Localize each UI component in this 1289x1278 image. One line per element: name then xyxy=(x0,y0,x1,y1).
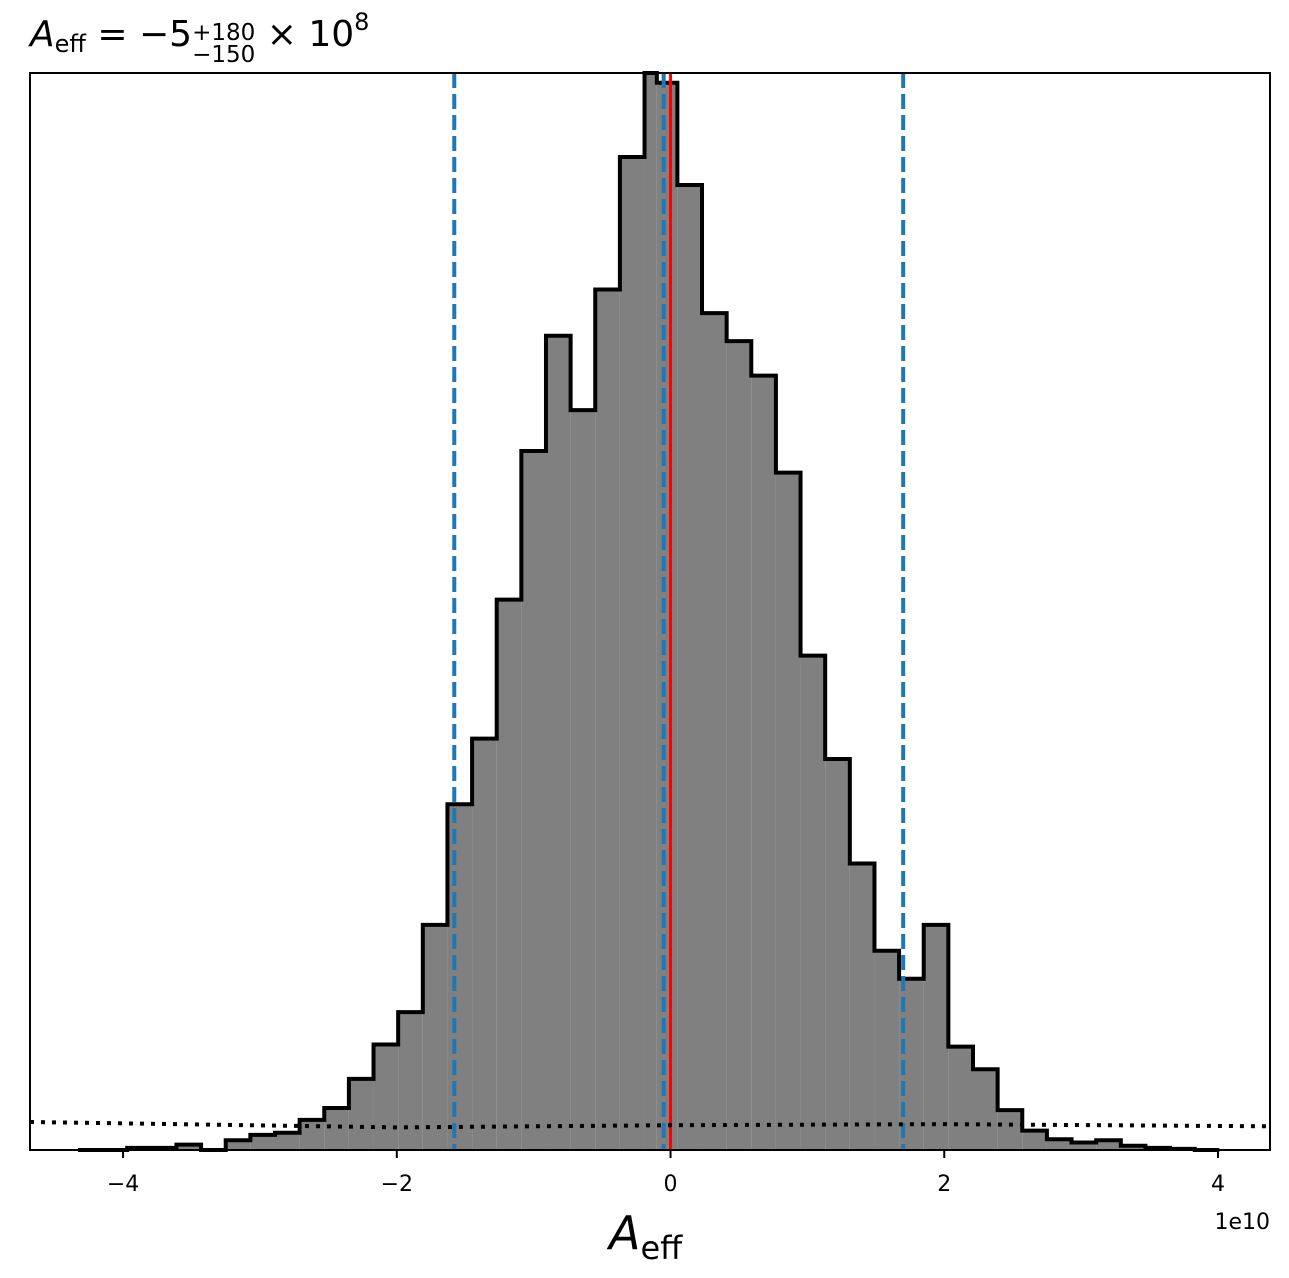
histogram-bar xyxy=(274,1132,300,1150)
histogram-bar xyxy=(800,655,826,1150)
x-axis-offset-label: 1e10 xyxy=(1214,1210,1270,1235)
x-axis-ticks: −4 −2 0 2 4 xyxy=(107,1150,1225,1197)
title-exponent: 8 xyxy=(354,8,370,36)
histogram-bar xyxy=(447,804,473,1150)
histogram-bar xyxy=(874,950,900,1150)
histogram-outline xyxy=(77,71,1220,1152)
histogram-bars xyxy=(127,73,1195,1151)
histogram-bar xyxy=(973,1069,998,1150)
histogram-bar xyxy=(373,1044,399,1150)
x-tick-label: 0 xyxy=(664,1172,678,1197)
title-times: × 10 xyxy=(255,14,355,55)
histogram-bar xyxy=(398,1012,423,1150)
histogram-bar xyxy=(923,924,949,1150)
histogram-bar xyxy=(1071,1142,1097,1150)
x-tick-label: 2 xyxy=(937,1172,951,1197)
plot-frame xyxy=(29,72,1271,1151)
histogram-bar xyxy=(299,1119,325,1150)
xlabel-symbol: A xyxy=(609,1206,641,1260)
title-lower-error: −150 xyxy=(192,42,256,68)
x-tick-label: −4 xyxy=(107,1172,139,1197)
histogram-bar xyxy=(521,451,546,1151)
histogram-bar xyxy=(1046,1139,1072,1150)
histogram-bar xyxy=(422,924,448,1150)
histogram-bar xyxy=(496,599,522,1150)
histogram-bar xyxy=(997,1110,1023,1150)
histogram-bar xyxy=(644,73,657,1150)
title-symbol-subscript: eff xyxy=(54,30,86,58)
histogram-bar xyxy=(545,335,571,1151)
quantile-lines xyxy=(452,73,906,1150)
histogram-bar xyxy=(348,1078,374,1150)
title-error-bounds: +180 −150 xyxy=(192,20,256,68)
histogram-bar xyxy=(1120,1145,1146,1150)
histogram-bar xyxy=(849,863,875,1150)
histogram-bar xyxy=(225,1140,251,1150)
title-symbol: A xyxy=(30,14,55,55)
histogram-bar xyxy=(825,759,850,1150)
histogram-bar xyxy=(775,472,801,1150)
x-axis-label: Aeff xyxy=(609,1206,682,1267)
histogram-bar xyxy=(948,1046,974,1150)
histogram-bar xyxy=(250,1134,275,1150)
xlabel-subscript: eff xyxy=(640,1229,683,1267)
histogram-bar xyxy=(176,1144,202,1150)
histogram-bar xyxy=(1022,1130,1047,1150)
title-value: −5 xyxy=(139,14,193,55)
histogram-bar xyxy=(595,289,620,1150)
histogram-bar xyxy=(702,313,727,1150)
histogram-bar xyxy=(1096,1140,1121,1150)
title-equals: = xyxy=(85,14,140,55)
histogram-bar xyxy=(472,738,497,1150)
histogram-bar xyxy=(570,410,596,1150)
histogram-bar xyxy=(677,185,703,1150)
title-upper-error: +180 xyxy=(192,20,256,46)
histogram-bar xyxy=(619,157,645,1151)
histogram-bar xyxy=(751,375,776,1151)
x-tick-label: −2 xyxy=(381,1172,413,1197)
prior-dotted-line xyxy=(29,1119,1271,1130)
x-tick-label: 4 xyxy=(1211,1172,1225,1197)
histogram-bar xyxy=(656,82,678,1151)
chart-title: Aeff = −5 +180 −150 × 108 xyxy=(30,8,370,68)
histogram-bar xyxy=(726,341,752,1151)
histogram-bar xyxy=(324,1107,349,1150)
